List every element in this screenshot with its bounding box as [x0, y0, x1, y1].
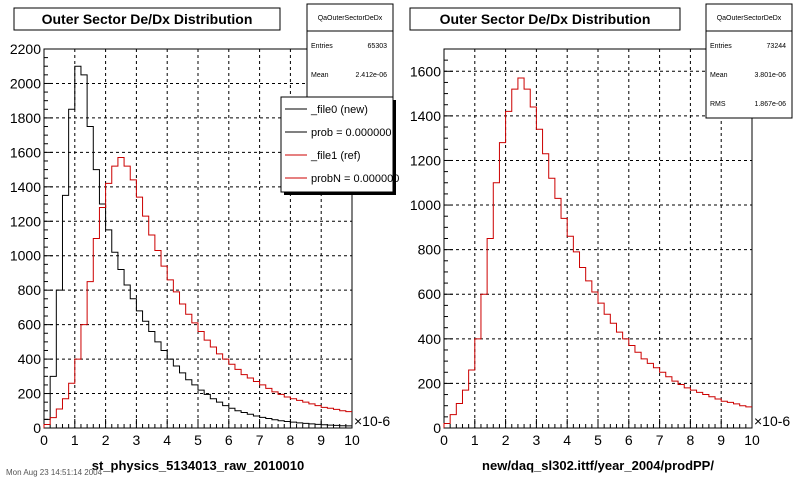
y-tick-label: 200: [18, 386, 42, 402]
stats-label-mean: Mean: [710, 72, 728, 79]
y-tick-label: 1000: [410, 197, 441, 213]
y-tick-label: 1200: [410, 152, 441, 168]
left-histogram-panel: 0 1 2 3 4 5 6 7 8 9 10 0 200 400 600 800 1000 1200 1400 160…: [10, 3, 399, 473]
x-tick-label: 9: [717, 432, 725, 448]
stats-box: [705, 3, 793, 119]
y-tick-label: 600: [18, 317, 42, 333]
stats-label-entries: Entries: [710, 43, 732, 50]
stats-label-entries: Entries: [311, 43, 333, 50]
y-tick-label: 800: [418, 242, 442, 258]
y-tick-label: 600: [418, 286, 442, 302]
y-tick-label: 400: [418, 331, 442, 347]
title-box: [409, 7, 681, 31]
stats-label-rms: RMS: [710, 101, 726, 108]
x-tick-label: 3: [133, 432, 141, 448]
x-tick-label: 6: [625, 432, 633, 448]
x-tick-label: 7: [656, 432, 664, 448]
x-tick-label: 5: [194, 432, 202, 448]
x-tick-label: 5: [594, 432, 602, 448]
y-tick-label: 1400: [410, 108, 441, 124]
x-tick-label: 6: [225, 432, 233, 448]
y-tick-label: 1800: [10, 110, 41, 126]
stats-value-rms: 1.867e-06: [754, 101, 786, 108]
stats-label-mean: Mean: [311, 72, 329, 79]
plot-frame: [443, 48, 753, 429]
x-tick-label: 7: [256, 432, 264, 448]
x-tick-label: 3: [533, 432, 541, 448]
title-box: [13, 7, 281, 31]
x-tick-label: 10: [344, 432, 360, 448]
right-histogram-panel: 0 1 2 3 4 5 6 7 8 9 10 0 200 400 600 800 1000 1200 1400 160…: [409, 3, 793, 473]
histogram-series-1: [43, 157, 352, 428]
legend-entry-label: _file0 (new): [310, 104, 368, 116]
x-tick-label: 4: [563, 432, 571, 448]
stats-value-mean: 3.801e-06: [754, 72, 786, 79]
y-tick-label: 1200: [10, 213, 41, 229]
x-tick-label: 4: [163, 432, 171, 448]
x-tick-label: 2: [102, 432, 110, 448]
x-tick-label: 10: [744, 432, 760, 448]
y-tick-label: 200: [418, 375, 442, 391]
legend-entry-label: _file1 (ref): [310, 150, 361, 162]
footer-timestamp: Mon Aug 23 14:51:14 2004: [6, 468, 103, 477]
x-tick-label: 2: [502, 432, 510, 448]
x-tick-label: 1: [471, 432, 479, 448]
x-multiplier-label: ×10-6: [754, 413, 790, 429]
y-tick-label: 1600: [10, 144, 41, 160]
x-tick-label: 1: [71, 432, 79, 448]
legend-box: [280, 96, 394, 193]
y-tick-label: 0: [433, 420, 441, 436]
chart-title: Outer Sector De/Dx Distribution: [440, 11, 651, 27]
y-tick-label: 2200: [10, 41, 41, 57]
y-tick-label: 800: [18, 282, 42, 298]
y-tick-label: 2000: [10, 75, 41, 91]
x-axis-label: st_physics_5134013_raw_2010010: [92, 458, 305, 473]
stats-value-entries: 65303: [368, 43, 388, 50]
histogram-series-0: [43, 65, 352, 428]
y-tick-label: 1000: [10, 248, 41, 264]
chart-title: Outer Sector De/Dx Distribution: [42, 11, 253, 27]
y-tick-label: 1400: [10, 179, 41, 195]
stats-value-mean: 2.412e-06: [355, 72, 387, 79]
x-tick-label: 8: [287, 432, 295, 448]
legend-entry-label: probN = 0.000000: [311, 173, 399, 185]
x-multiplier-label: ×10-6: [354, 413, 390, 429]
x-tick-label: 0: [40, 432, 48, 448]
stats-value-entries: 73244: [767, 43, 787, 50]
y-tick-label: 1600: [410, 63, 441, 79]
x-tick-label: 0: [440, 432, 448, 448]
stats-name: QaOuterSectorDeDx: [318, 15, 383, 22]
x-axis-label: new/daq_sl302.ittf/year_2004/prodPP/: [482, 458, 714, 473]
y-tick-label: 400: [18, 351, 42, 367]
x-tick-label: 8: [687, 432, 695, 448]
stats-name: QaOuterSectorDeDx: [717, 15, 782, 22]
legend-entry-label: prob = 0.000000: [311, 127, 391, 139]
histogram-series-0: [443, 77, 752, 428]
x-tick-label: 9: [317, 432, 325, 448]
y-tick-label: 0: [33, 420, 41, 436]
